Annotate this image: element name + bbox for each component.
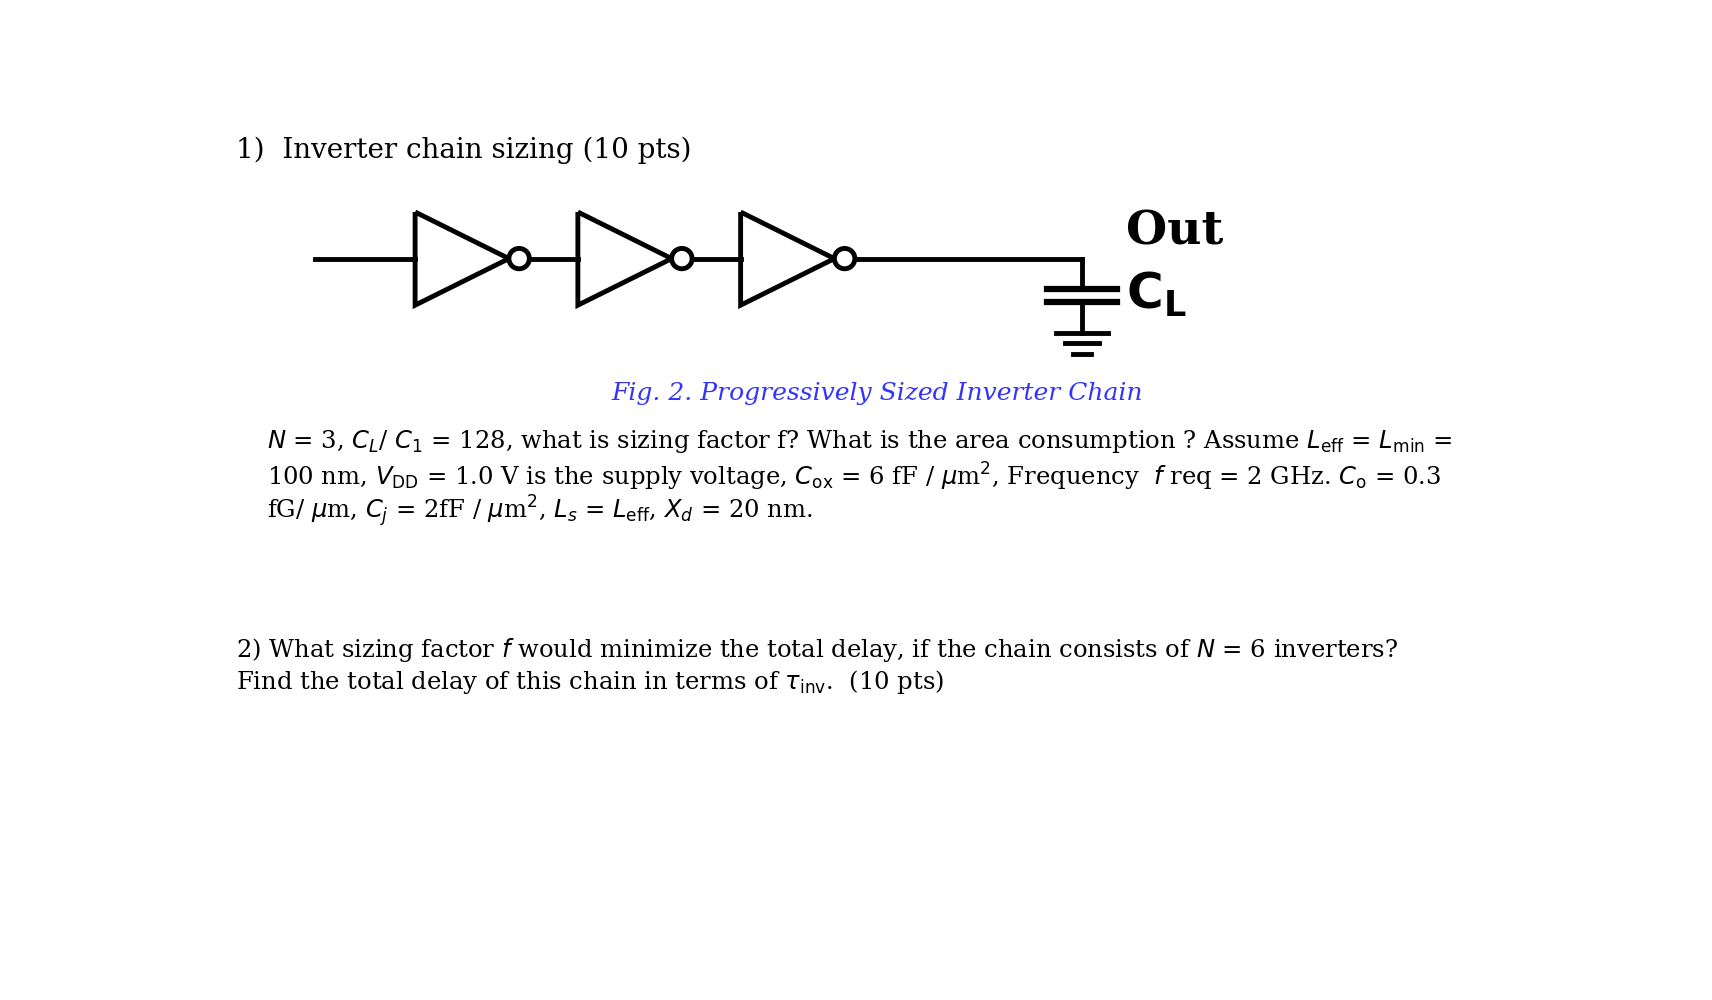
Text: 2) What sizing factor $\mathit{f}$ would minimize the total delay, if the chain : 2) What sizing factor $\mathit{f}$ would… <box>236 636 1397 664</box>
Text: Find the total delay of this chain in terms of $\tau_\mathrm{inv}$.  (10 pts): Find the total delay of this chain in te… <box>236 668 943 696</box>
Circle shape <box>834 248 854 269</box>
Circle shape <box>671 248 692 269</box>
Circle shape <box>508 248 529 269</box>
Text: Fig. 2. Progressively Sized Inverter Chain: Fig. 2. Progressively Sized Inverter Cha… <box>611 382 1144 405</box>
Text: fG/ $\mu$m, $C_j$ = 2fF / $\mu$m$^2$, $L_s$ = $L_\mathrm{eff}$, $X_d$ = 20 nm.: fG/ $\mu$m, $C_j$ = 2fF / $\mu$m$^2$, $L… <box>267 493 813 529</box>
Text: 100 nm, $V_\mathrm{DD}$ = 1.0 V is the supply voltage, $C_\mathrm{ox}$ = 6 fF / : 100 nm, $V_\mathrm{DD}$ = 1.0 V is the s… <box>267 460 1442 493</box>
Text: $\mathbf{C}_\mathbf{L}$: $\mathbf{C}_\mathbf{L}$ <box>1126 271 1186 320</box>
Text: $\mathit{N}$ = 3, $C_L$/ $C_1$ = 128, what is sizing factor f? What is the area : $\mathit{N}$ = 3, $C_L$/ $C_1$ = 128, wh… <box>267 428 1452 455</box>
Text: 1)  Inverter chain sizing (10 pts): 1) Inverter chain sizing (10 pts) <box>236 137 692 164</box>
Text: Out: Out <box>1126 209 1224 255</box>
